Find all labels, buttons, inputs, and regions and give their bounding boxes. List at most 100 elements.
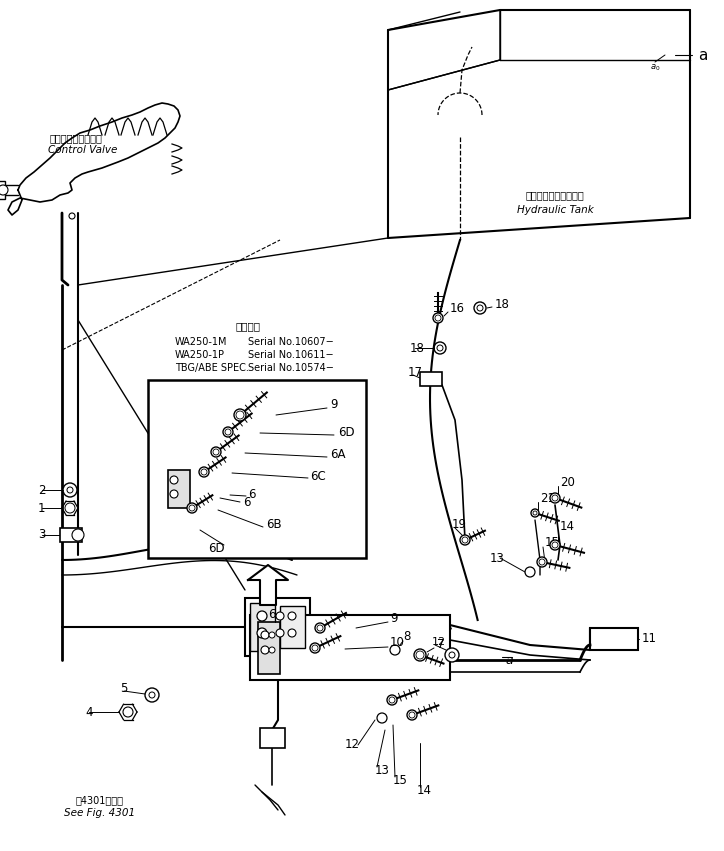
Text: 第4301図参照: 第4301図参照 (76, 795, 124, 805)
Circle shape (434, 342, 446, 354)
Bar (168, 470, 190, 508)
Text: 7: 7 (437, 637, 445, 650)
Circle shape (69, 213, 75, 219)
Text: a: a (698, 48, 707, 62)
Circle shape (437, 345, 443, 351)
Text: See Fig. 4301: See Fig. 4301 (64, 808, 135, 818)
Text: 6C: 6C (310, 470, 326, 483)
Circle shape (409, 712, 415, 718)
Circle shape (550, 493, 560, 503)
Circle shape (539, 559, 545, 565)
Circle shape (533, 511, 537, 515)
Circle shape (269, 632, 275, 638)
Text: Control Valve: Control Valve (48, 145, 117, 155)
Polygon shape (248, 565, 288, 605)
Bar (258, 622, 280, 674)
Polygon shape (8, 103, 180, 215)
Circle shape (445, 648, 459, 662)
Text: 18: 18 (495, 298, 510, 311)
Text: 5: 5 (120, 682, 127, 694)
Bar (420, 372, 442, 386)
Circle shape (123, 707, 133, 717)
Circle shape (462, 537, 468, 543)
Circle shape (261, 631, 269, 639)
Text: 1: 1 (38, 501, 46, 515)
Circle shape (213, 449, 219, 455)
Circle shape (312, 645, 318, 651)
Text: 19: 19 (452, 518, 467, 532)
Circle shape (187, 503, 197, 513)
Bar (250, 615, 450, 680)
Text: a: a (505, 654, 513, 666)
Circle shape (449, 652, 455, 658)
Text: 9: 9 (330, 398, 337, 412)
Text: 6: 6 (268, 608, 276, 620)
Circle shape (460, 535, 470, 545)
Text: 15: 15 (393, 774, 408, 786)
Text: WA250-1M: WA250-1M (175, 337, 227, 347)
Circle shape (149, 692, 155, 698)
Circle shape (201, 469, 207, 475)
Text: Serial No.10574−: Serial No.10574− (248, 363, 334, 373)
Text: $a_0$: $a_0$ (650, 63, 660, 73)
Text: 11: 11 (642, 632, 657, 646)
Bar (280, 606, 305, 648)
Text: 18: 18 (410, 341, 425, 355)
Text: コントロールバルブ: コントロールバルブ (50, 133, 103, 143)
Bar (0, 181, 5, 199)
Text: TBG/ABE SPEC.: TBG/ABE SPEC. (175, 363, 249, 373)
Circle shape (310, 643, 320, 653)
Circle shape (223, 427, 233, 437)
Text: 20: 20 (560, 476, 575, 488)
Circle shape (414, 649, 426, 661)
Circle shape (63, 483, 77, 497)
Circle shape (257, 628, 267, 638)
Text: WA250-1P: WA250-1P (175, 350, 225, 360)
Text: 6A: 6A (330, 448, 345, 461)
Circle shape (170, 476, 178, 484)
Bar (148, 380, 366, 558)
Circle shape (377, 713, 387, 723)
Circle shape (552, 495, 558, 501)
Circle shape (552, 542, 558, 548)
Circle shape (433, 313, 443, 323)
Circle shape (0, 185, 8, 195)
Circle shape (189, 505, 195, 511)
Circle shape (199, 467, 209, 477)
Circle shape (550, 540, 560, 550)
Text: 14: 14 (560, 521, 575, 534)
Bar (590, 628, 638, 650)
Circle shape (72, 529, 84, 541)
Circle shape (261, 646, 269, 654)
Text: Serial No.10607−: Serial No.10607− (248, 337, 334, 347)
Circle shape (390, 645, 400, 655)
Circle shape (537, 557, 547, 567)
Text: 9: 9 (390, 612, 397, 625)
Circle shape (474, 302, 486, 314)
Text: 17: 17 (408, 365, 423, 379)
Circle shape (211, 447, 221, 457)
Circle shape (525, 567, 535, 577)
Text: 6D: 6D (208, 541, 224, 555)
Text: 6: 6 (248, 488, 256, 501)
Bar (250, 603, 275, 651)
Circle shape (65, 503, 75, 513)
Circle shape (236, 411, 244, 419)
Circle shape (145, 688, 159, 702)
Text: 6: 6 (243, 495, 251, 509)
Circle shape (387, 695, 397, 705)
Circle shape (170, 490, 178, 498)
Circle shape (389, 697, 395, 703)
Text: 16: 16 (450, 301, 465, 315)
Circle shape (288, 629, 296, 637)
Text: ハイドロリックタンク: ハイドロリックタンク (526, 190, 584, 200)
Text: 2: 2 (38, 483, 46, 496)
Circle shape (531, 509, 539, 517)
Circle shape (315, 623, 325, 633)
Circle shape (416, 651, 424, 659)
Circle shape (407, 710, 417, 720)
Text: 12: 12 (345, 739, 360, 751)
Circle shape (435, 315, 441, 321)
Circle shape (317, 625, 323, 631)
Text: Hydraulic Tank: Hydraulic Tank (517, 205, 594, 215)
